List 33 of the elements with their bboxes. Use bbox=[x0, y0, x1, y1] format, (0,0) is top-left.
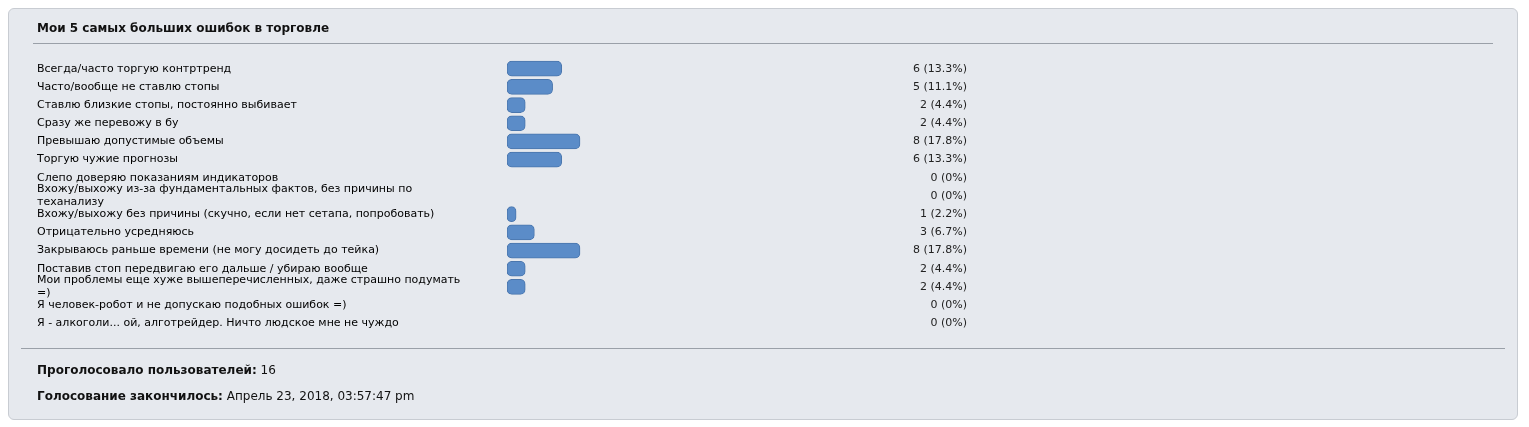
text: Проголосовало пользователей: 16 bbox=[36, 362, 277, 379]
data-label: 6 (13.3%) bbox=[912, 61, 967, 75]
y-tick-label: Всегда/часто торгую контртренд bbox=[37, 61, 232, 75]
y-tick-label: Часто/вообще не ставлю стопы bbox=[37, 79, 220, 93]
y-tick-label: Закрываюсь раньше времени (не могу досидеть до тейка) bbox=[37, 243, 380, 257]
data-label: 5 (11.1%) bbox=[912, 79, 967, 93]
y-tick-label: Превышаю допустимые объемы bbox=[37, 134, 224, 148]
y-tick-label: Сразу же перевожу в бу bbox=[37, 116, 180, 130]
y-tick-label: Мои проблемы еще хуже вышеперечисленных, даже страшно подумать =) bbox=[37, 273, 461, 300]
data-label: 2 (4.4%) bbox=[919, 97, 967, 111]
data-label: 1 (2.2%) bbox=[919, 207, 967, 221]
y-tick-label: Торгую чужие прогнозы bbox=[36, 152, 178, 166]
y-tick-label: Ставлю близкие стопы, постоянно выбивает bbox=[37, 97, 298, 111]
data-label: 0 (0%) bbox=[930, 297, 967, 311]
y-tick-label: Я - алкоголи... ой, алготрейдер. Ничто людское мне не чуждо bbox=[37, 316, 400, 330]
y-tick-label: Слепо доверяю показаниям индикаторов bbox=[37, 170, 279, 184]
y-tick-label: Я человек-робот и не допускаю подобных ошибок =) bbox=[37, 297, 347, 311]
data-label: 2 (4.4%) bbox=[919, 116, 967, 130]
data-label: 2 (4.4%) bbox=[919, 261, 967, 275]
data-label: 2 (4.4%) bbox=[919, 279, 967, 293]
y-tick-label: Поставив стоп передвигаю его дальше / убираю вообще bbox=[37, 261, 369, 275]
data-label: 0 (0%) bbox=[930, 316, 967, 330]
data-label: 0 (0%) bbox=[930, 170, 967, 184]
y-tick-label: Отрицательно усредняюсь bbox=[37, 225, 195, 239]
data-label: 8 (17.8%) bbox=[912, 134, 967, 148]
data-label: 0 (0%) bbox=[930, 188, 967, 202]
text: Голосование закончилось: Апрель 23, 2018, 03:57:47 pm bbox=[36, 388, 416, 405]
data-label: 3 (6.7%) bbox=[919, 225, 967, 239]
y-tick-label: Вхожу/выхожу без причины (скучно, если нет сетапа, попробовать) bbox=[37, 207, 435, 221]
text: Мои 5 самых больших ошибок в торговле bbox=[36, 20, 331, 37]
y-tick-label: Вхожу/выхожу из-за фундаментальных фактов, без причины по теханализу bbox=[37, 182, 413, 209]
data-label: 6 (13.3%) bbox=[912, 152, 967, 166]
data-label: 8 (17.8%) bbox=[912, 243, 967, 257]
